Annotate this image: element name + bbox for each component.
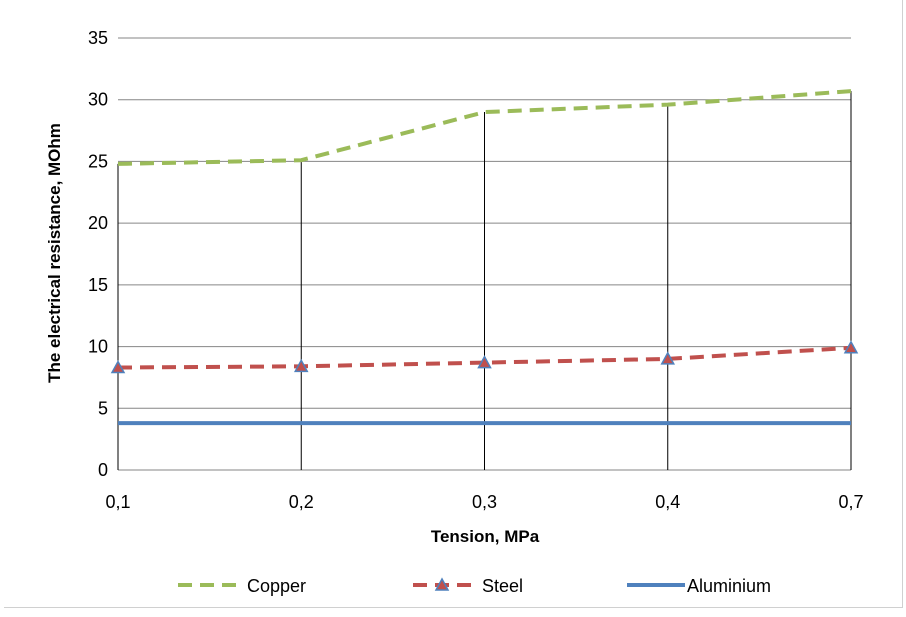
y-tick-label: 10 (88, 337, 108, 357)
y-tick-label: 35 (88, 28, 108, 48)
chart-frame (4, 0, 903, 608)
y-tick-label: 5 (98, 398, 108, 418)
legend-label-copper: Copper (247, 576, 306, 596)
x-tick-label: 0,1 (105, 492, 130, 512)
series-layer (110, 89, 859, 426)
drop-lines (117, 91, 852, 470)
data-point-steel (660, 351, 676, 365)
y-tick-label: 25 (88, 151, 108, 171)
data-point-steel (110, 359, 126, 374)
legend-label-steel: Steel (482, 576, 523, 596)
x-tick-label: 0,4 (655, 492, 680, 512)
y-tick-label: 15 (88, 275, 108, 295)
data-point-steel (477, 355, 492, 369)
series-line-steel (117, 345, 852, 370)
y-tick-label: 20 (88, 213, 108, 233)
data-point-steel (293, 358, 309, 373)
y-tick-label: 30 (88, 90, 108, 110)
legend-marker-steel (434, 577, 450, 591)
y-tick-label: 0 (98, 460, 108, 480)
tick-labels: 0 5 10 15 20 25 30 35 0,1 0,2 0,3 0,4 0,7 (88, 28, 864, 512)
legend: Copper Steel Aluminium (178, 576, 771, 596)
x-axis-title: Tension, MPa (431, 527, 540, 546)
y-axis-title: The electrical resistance, MOhm (45, 123, 64, 383)
data-point-steel (843, 340, 859, 354)
x-tick-label: 0,2 (289, 492, 314, 512)
legend-label-aluminium: Aluminium (687, 576, 771, 596)
series-line-copper (117, 89, 852, 166)
x-tick-label: 0,3 (472, 492, 497, 512)
x-tick-label: 0,7 (838, 492, 863, 512)
